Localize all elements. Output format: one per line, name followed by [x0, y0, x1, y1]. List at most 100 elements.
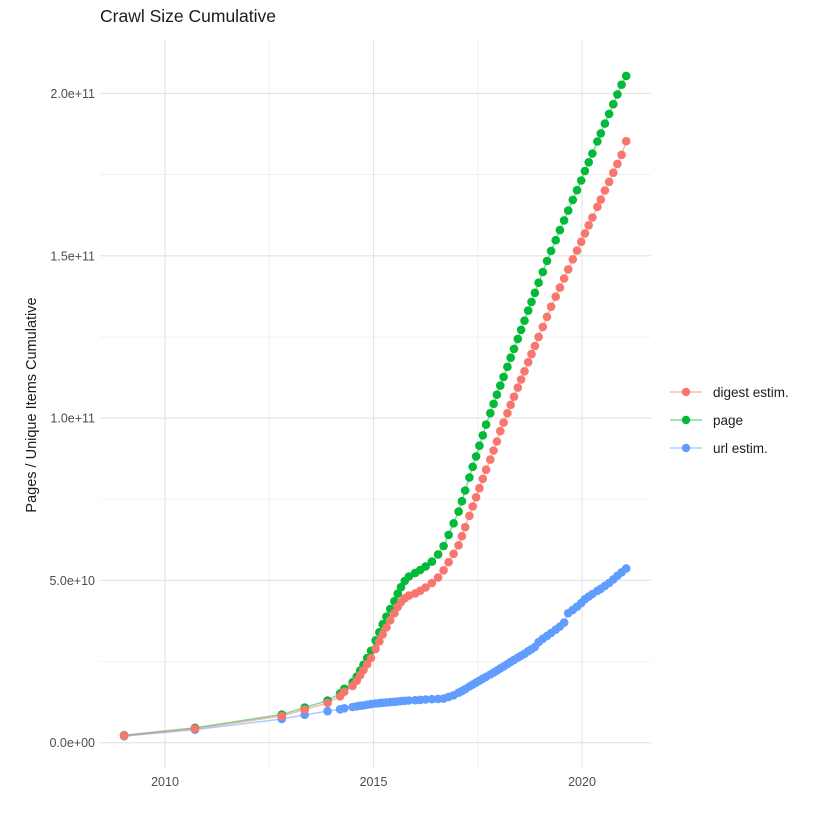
data-point-digest-estim-	[323, 698, 332, 708]
data-point-page	[496, 381, 505, 390]
data-point-page	[465, 473, 474, 482]
data-point-digest-estim-	[551, 292, 560, 302]
data-point-page	[546, 246, 556, 256]
data-point-page	[613, 90, 622, 99]
legend-row-page: page	[668, 406, 789, 434]
data-point-page	[454, 507, 463, 516]
data-point-digest-estim-	[604, 177, 614, 187]
data-point-digest-estim-	[468, 502, 478, 511]
legend-label-url: url estim.	[713, 440, 768, 456]
data-point-digest-estim-	[546, 302, 556, 312]
data-point-page	[468, 462, 478, 472]
legend-row-digest: digest estim.	[668, 378, 789, 406]
data-point-digest-estim-	[496, 426, 505, 436]
data-point-digest-estim-	[489, 446, 498, 455]
data-point-digest-estim-	[378, 630, 388, 639]
data-point-page	[534, 278, 543, 288]
data-point-page	[527, 297, 536, 307]
data-point-page	[600, 119, 610, 128]
data-point-digest-estim-	[580, 229, 590, 238]
data-point-page	[427, 557, 437, 566]
data-point-digest-estim-	[572, 246, 582, 255]
data-point-url-estim-	[340, 704, 349, 713]
data-point-page	[609, 99, 618, 109]
data-point-digest-estim-	[568, 254, 578, 264]
legend-label-page: page	[713, 412, 744, 428]
data-point-digest-estim-	[621, 136, 631, 146]
data-point-digest-estim-	[523, 357, 533, 367]
data-point-digest-estim-	[503, 408, 512, 418]
data-point-digest-estim-	[475, 483, 484, 493]
data-point-url-estim-	[427, 694, 437, 704]
data-point-digest-estim-	[499, 418, 508, 427]
data-point-digest-estim-	[385, 616, 395, 625]
data-point-page	[588, 149, 597, 158]
data-point-digest-estim-	[444, 557, 453, 567]
data-point-digest-estim-	[366, 653, 376, 663]
data-point-digest-estim-	[277, 711, 287, 721]
series-line-digest-estim-	[124, 140, 627, 737]
data-point-page	[396, 582, 406, 592]
data-point-digest-estim-	[596, 195, 606, 204]
data-point-digest-estim-	[617, 150, 626, 160]
data-point-digest-estim-	[457, 531, 467, 541]
data-point-page	[509, 344, 519, 354]
data-point-page	[421, 562, 430, 571]
data-point-digest-estim-	[609, 168, 618, 177]
data-point-page	[542, 256, 552, 266]
data-point-page	[439, 541, 448, 551]
legend-key-digest-icon	[670, 387, 702, 397]
data-point-page	[457, 496, 467, 506]
data-point-page	[568, 195, 578, 205]
data-point-page	[538, 267, 548, 277]
data-point-page	[460, 486, 470, 495]
data-point-digest-estim-	[559, 274, 569, 283]
data-point-digest-estim-	[555, 283, 565, 292]
data-point-page	[513, 334, 523, 344]
data-point-digest-estim-	[382, 623, 391, 632]
data-point-url-estim-	[621, 564, 631, 573]
x-tick-label: 2015	[360, 775, 388, 789]
data-point-page	[516, 325, 526, 335]
data-point-page	[555, 225, 565, 235]
data-point-page	[393, 589, 403, 598]
data-point-digest-estim-	[613, 159, 622, 169]
data-point-digest-estim-	[584, 221, 593, 230]
data-point-digest-estim-	[375, 637, 384, 646]
data-point-digest-estim-	[588, 213, 597, 222]
data-point-page	[604, 109, 614, 119]
data-point-page	[492, 390, 502, 400]
data-point-page	[481, 420, 491, 429]
data-point-digest-estim-	[600, 186, 610, 195]
data-point-digest-estim-	[460, 522, 470, 532]
data-point-page	[478, 431, 488, 440]
data-point-page	[563, 206, 573, 215]
data-point-digest-estim-	[190, 724, 200, 733]
data-point-digest-estim-	[538, 322, 548, 332]
y-axis-title: Pages / Unique Items Cumulative	[24, 297, 40, 513]
data-point-page	[551, 235, 560, 245]
data-point-url-estim-	[559, 618, 569, 627]
data-point-digest-estim-	[421, 583, 430, 592]
x-tick-label: 2010	[151, 775, 179, 789]
data-point-page	[433, 550, 443, 559]
data-point-digest-estim-	[520, 367, 529, 376]
data-point-digest-estim-	[454, 541, 463, 550]
data-point-page	[506, 353, 515, 363]
data-point-page	[617, 80, 626, 89]
y-tick-label: 1.5e+11	[50, 249, 95, 263]
data-point-page	[593, 137, 602, 146]
data-point-digest-estim-	[119, 731, 129, 740]
data-point-digest-estim-	[542, 312, 552, 322]
data-point-page	[489, 399, 498, 409]
data-point-page	[404, 572, 414, 581]
data-point-page	[475, 441, 484, 451]
data-point-digest-estim-	[486, 455, 495, 464]
data-point-url-estim-	[421, 695, 430, 704]
data-point-digest-estim-	[534, 332, 543, 342]
data-point-digest-estim-	[478, 474, 488, 484]
data-point-page	[596, 129, 606, 138]
data-point-digest-estim-	[371, 644, 380, 654]
data-point-digest-estim-	[449, 549, 458, 559]
